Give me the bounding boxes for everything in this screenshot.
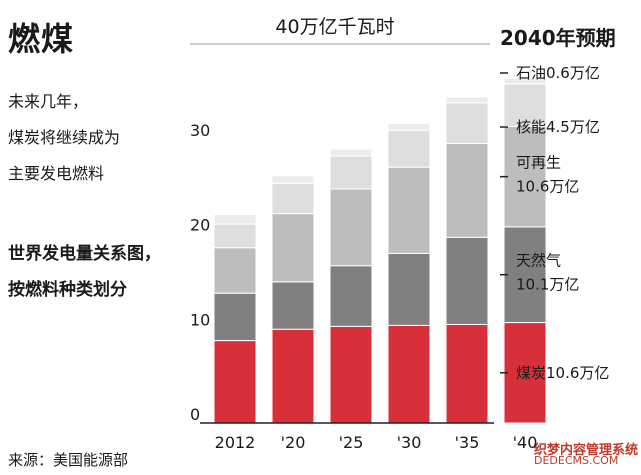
bar-segment-coal-1 — [271, 328, 315, 424]
bar-segment-coal-5 — [503, 322, 547, 424]
y-tick-label-20: 20 — [190, 216, 210, 235]
annotation-renewables-line-1: 可再生 — [516, 154, 561, 172]
bar-segment-renewables-1 — [271, 213, 315, 283]
annotation-nuclear-line-1: 核能4.5万亿 — [516, 118, 600, 136]
bar-segment-oil-3 — [387, 123, 431, 131]
bar-segment-gas-1 — [271, 281, 315, 330]
bar-segment-renewables-2 — [329, 188, 373, 267]
bar-segment-gas-5 — [503, 226, 547, 324]
bar-segment-coal-0 — [213, 340, 257, 424]
x-tick-label-5: '40 — [513, 433, 538, 452]
annotation-renewables-line-2: 10.6万亿 — [516, 178, 579, 196]
bar-segment-renewables-3 — [387, 166, 431, 254]
chart-title: 燃煤 — [8, 20, 75, 58]
unit-label: 40万亿千瓦时 — [275, 16, 395, 38]
bar-segment-gas-3 — [387, 252, 431, 326]
y-tick-label-0: 0 — [190, 405, 200, 424]
bar-segment-nuclear-4 — [445, 102, 489, 144]
bar-segment-nuclear-2 — [329, 155, 373, 190]
description-line-2: 按燃料种类划分 — [8, 280, 127, 300]
bar-segment-nuclear-0 — [213, 223, 257, 249]
y-tick-label-30: 30 — [190, 121, 210, 140]
bar-segment-renewables-5 — [503, 125, 547, 228]
bar-segment-coal-3 — [387, 324, 431, 424]
y-tick-label-10: 10 — [190, 310, 210, 329]
x-tick-label-3: '30 — [397, 433, 422, 452]
watermark-line-1: 织梦内容管理系统 — [534, 443, 639, 458]
bar-segment-gas-0 — [213, 292, 257, 342]
bar-segment-oil-4 — [445, 96, 489, 104]
bar-segment-coal-4 — [445, 323, 489, 424]
watermark-line-2: DEDECMS.COM — [534, 454, 619, 467]
subtitle-line-3: 主要发电燃料 — [8, 164, 105, 183]
bar-segment-oil-5 — [503, 77, 547, 85]
subtitle-line-1: 未来几年， — [8, 92, 89, 111]
bar-segment-gas-2 — [329, 265, 373, 327]
projection-label: 2040年预期 — [500, 26, 616, 50]
bar-segment-coal-2 — [329, 325, 373, 424]
annotation-oil-line-1: 石油0.6万亿 — [516, 64, 600, 82]
bar-segment-nuclear-1 — [271, 182, 315, 215]
annotation-gas-line-2: 10.1万亿 — [516, 276, 579, 294]
source-text: 来源：美国能源部 — [8, 451, 129, 469]
bar-segment-renewables-0 — [213, 247, 257, 294]
bar-segment-nuclear-3 — [387, 129, 431, 168]
x-tick-label-0: 2012 — [215, 433, 256, 452]
chart-subtitle: 未来几年， 煤炭将继续成为 主要发电燃料 — [8, 84, 183, 192]
bar-segment-renewables-4 — [445, 142, 489, 238]
bar-segment-oil-1 — [271, 175, 315, 184]
x-tick-label-1: '20 — [281, 433, 306, 452]
x-tick-label-4: '35 — [455, 433, 480, 452]
subtitle-line-2: 煤炭将继续成为 — [8, 128, 121, 147]
annotation-coal-line-1: 煤炭10.6万亿 — [516, 364, 609, 382]
description-line-1: 世界发电量关系图， — [8, 244, 161, 264]
chart-description: 世界发电量关系图， 按燃料种类划分 — [8, 236, 188, 308]
x-tick-label-2: '25 — [339, 433, 364, 452]
bar-segment-gas-4 — [445, 236, 489, 325]
annotation-gas-line-1: 天然气 — [516, 252, 561, 270]
bar-segment-oil-2 — [329, 148, 373, 157]
bar-segment-oil-0 — [213, 214, 257, 225]
